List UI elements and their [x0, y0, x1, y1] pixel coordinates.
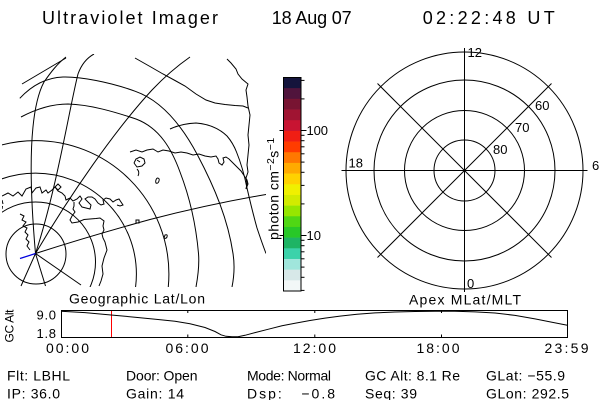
svg-text:GLat: −55.9: GLat: −55.9	[486, 368, 565, 384]
svg-text:0: 0	[467, 276, 474, 291]
svg-text:18 Aug 07: 18 Aug 07	[272, 8, 352, 28]
svg-text:02:22:48 UT: 02:22:48 UT	[423, 8, 555, 28]
svg-text:GLon: 292.5: GLon: 292.5	[486, 386, 569, 400]
svg-text:Apex MLat/MLT: Apex MLat/MLT	[409, 292, 521, 308]
svg-text:photon cm−2s−1: photon cm−2s−1	[265, 137, 282, 240]
svg-text:IP: 36.0: IP: 36.0	[7, 386, 60, 400]
svg-text:Flt: LBHL: Flt: LBHL	[7, 368, 70, 384]
svg-text:Mode: Normal: Mode: Normal	[247, 368, 331, 384]
svg-text:GC Alt: 8.1 Re: GC Alt: 8.1 Re	[365, 368, 460, 384]
svg-text:12:00: 12:00	[293, 340, 336, 356]
svg-text:9.0: 9.0	[37, 308, 57, 323]
svg-text:1.8: 1.8	[37, 326, 57, 341]
svg-text:60: 60	[535, 98, 549, 113]
svg-text:GC Alt: GC Alt	[3, 309, 17, 343]
svg-text:Gain: 14: Gain: 14	[126, 386, 184, 400]
svg-text:00:00: 00:00	[46, 340, 89, 356]
svg-text:Dsp: −0.8: Dsp: −0.8	[247, 386, 335, 400]
svg-text:06:00: 06:00	[166, 340, 209, 356]
svg-text:Ultraviolet Imager: Ultraviolet Imager	[42, 8, 218, 28]
svg-text:70: 70	[515, 120, 529, 135]
svg-text:Door: Open: Door: Open	[126, 368, 198, 384]
svg-text:18:00: 18:00	[417, 340, 460, 356]
svg-text:12: 12	[468, 45, 482, 60]
svg-text:80: 80	[493, 142, 507, 157]
svg-text:10: 10	[307, 228, 322, 243]
svg-text:100: 100	[307, 123, 329, 138]
svg-text:23:59: 23:59	[545, 340, 589, 356]
svg-text:Seq: 39: Seq: 39	[365, 386, 417, 400]
svg-text:6: 6	[592, 158, 599, 173]
svg-text:18: 18	[349, 156, 363, 171]
svg-text:Geographic Lat/Lon: Geographic Lat/Lon	[69, 291, 205, 307]
